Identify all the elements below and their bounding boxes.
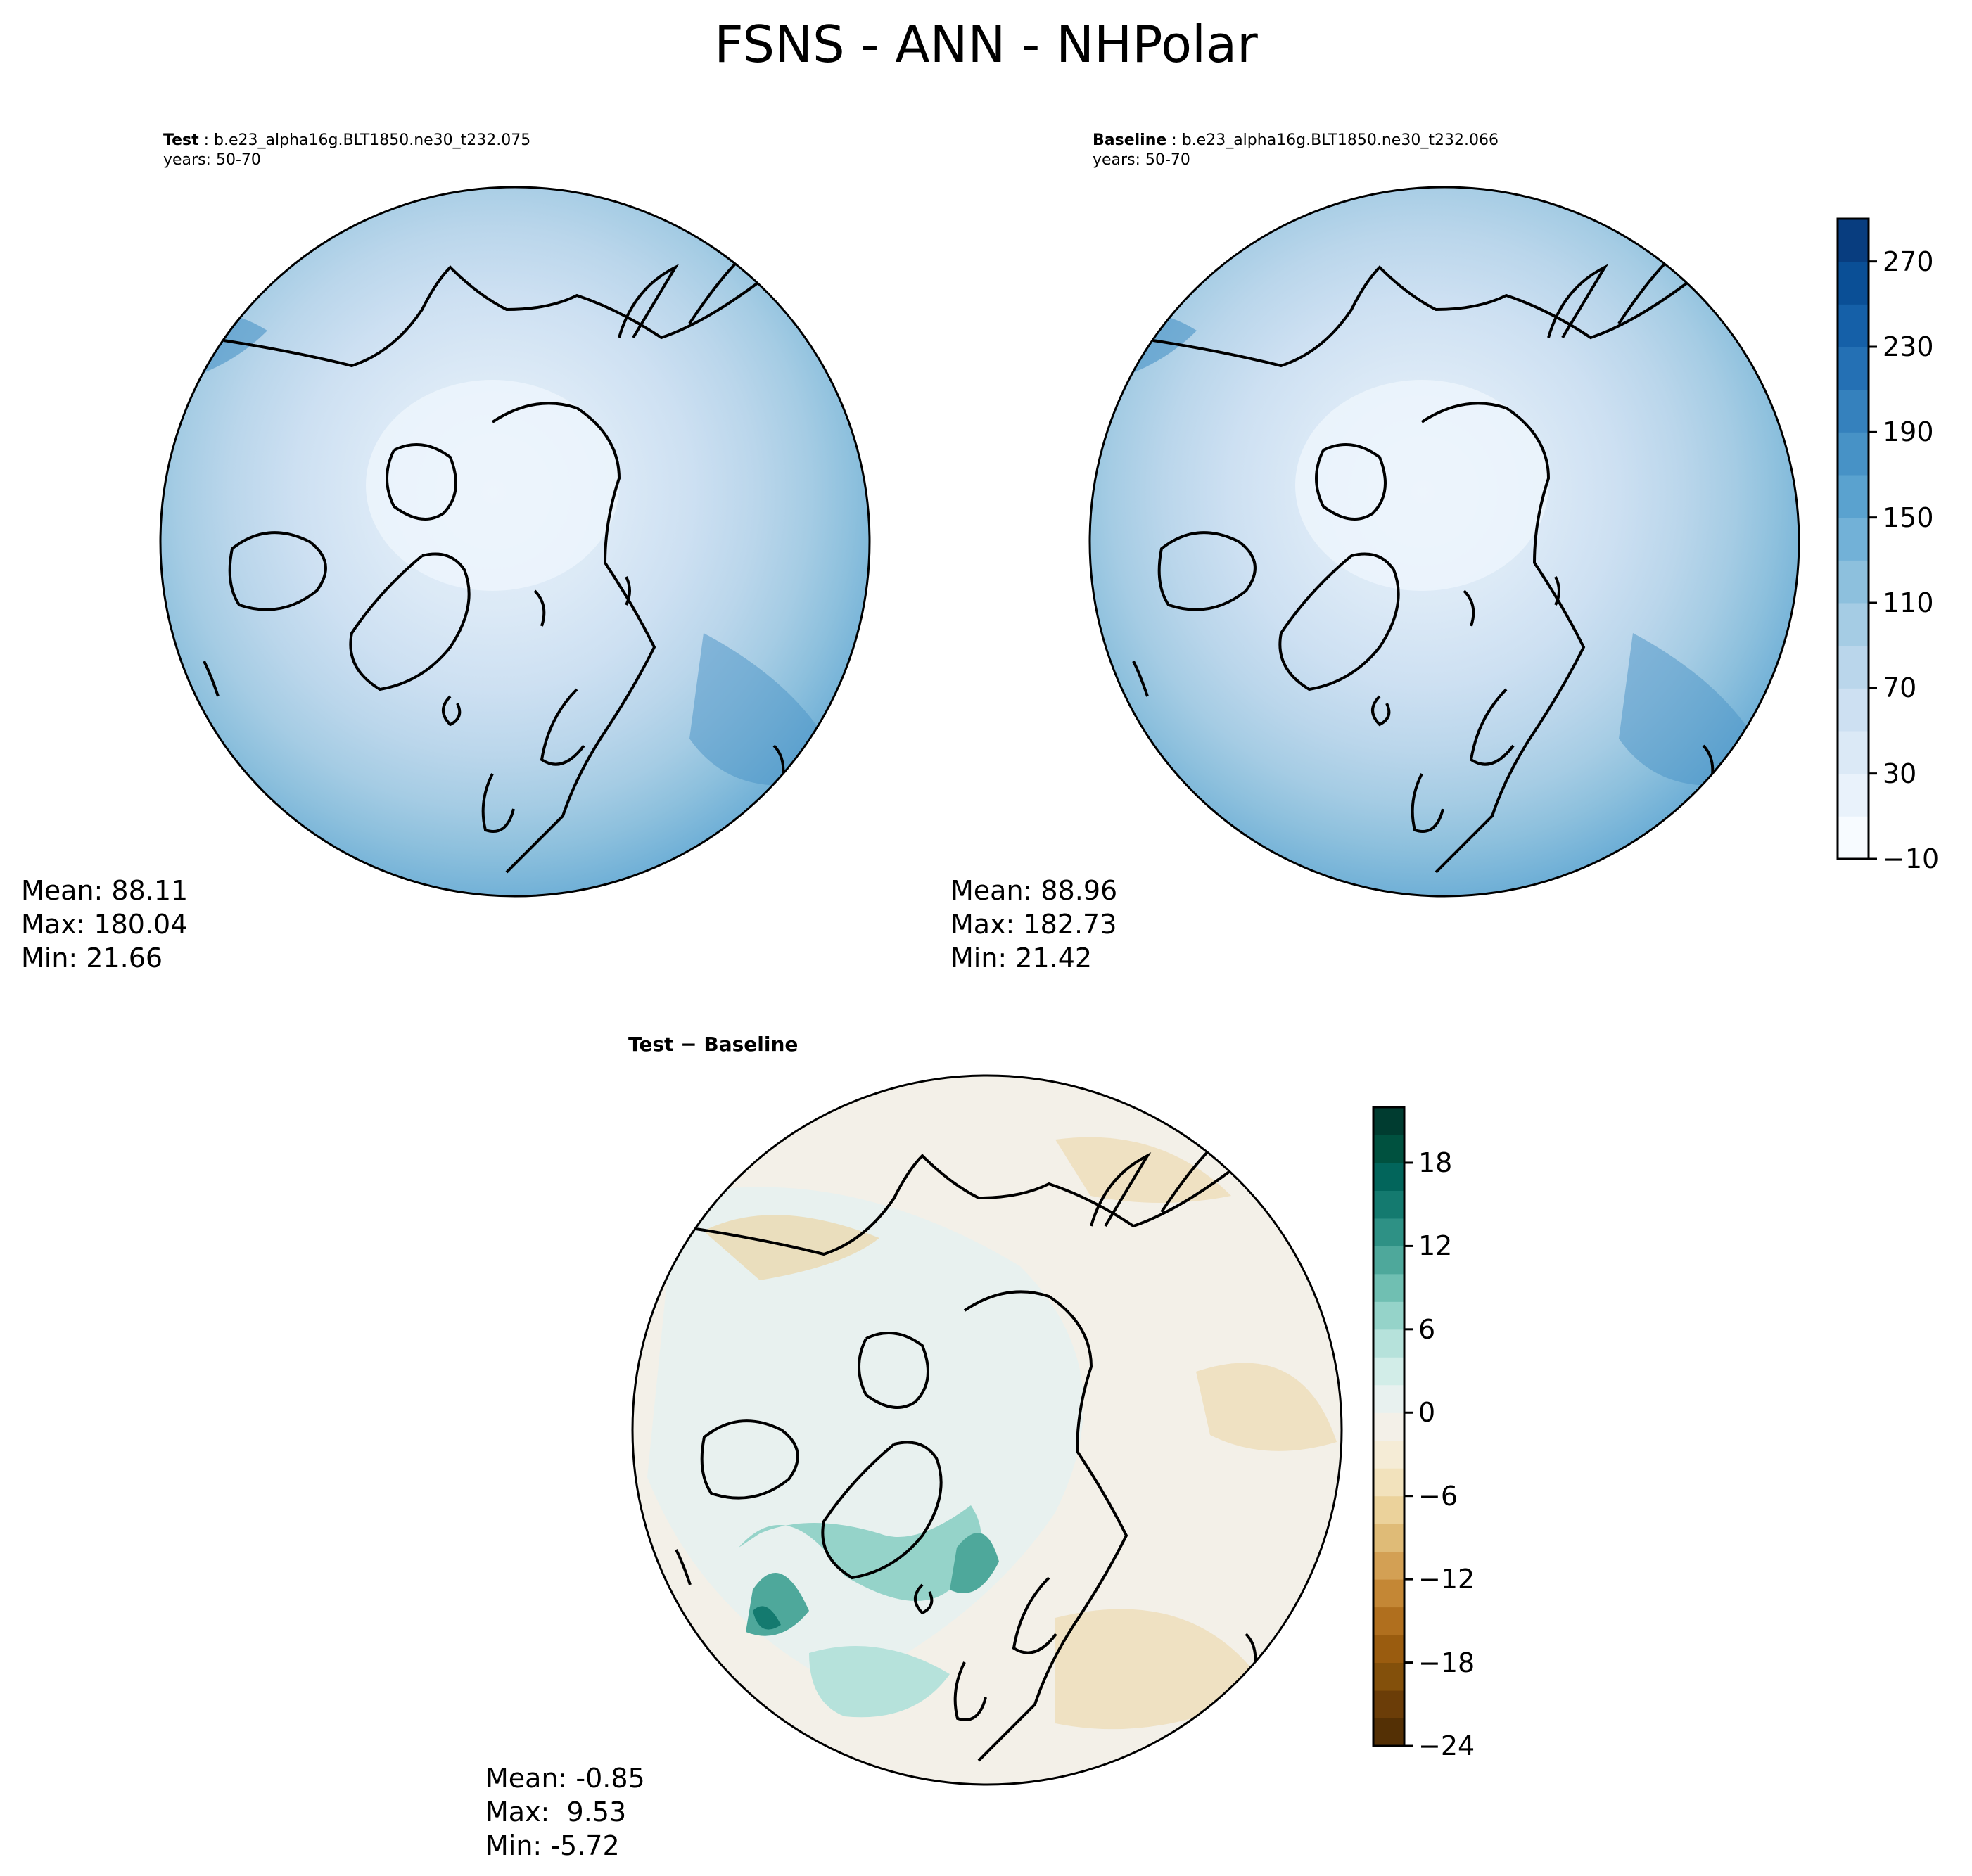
brbg-colorbar-tick-label: 18: [1418, 1147, 1453, 1178]
blues-colorbar: [1836, 217, 1877, 860]
brbg-colorbar-bin: [1373, 1357, 1404, 1386]
diff-coastlines: [675, 1147, 1257, 1762]
baseline-coastlines: [1132, 259, 1715, 874]
baseline-years: years: 50-70: [1093, 151, 1190, 169]
blues-colorbar-tick-label: 30: [1883, 758, 1917, 789]
brbg-colorbar-bin: [1373, 1135, 1404, 1163]
brbg-colorbar-bin: [1373, 1579, 1404, 1608]
blues-colorbar-bin: [1838, 560, 1869, 604]
blues-colorbar-bin: [1838, 304, 1869, 347]
brbg-colorbar-bin: [1373, 1329, 1404, 1358]
blues-colorbar-bins: [1838, 219, 1869, 860]
blues-colorbar-bin: [1838, 261, 1869, 305]
blues-colorbar-tick-label: 190: [1883, 416, 1934, 448]
brbg-colorbar-bin: [1373, 1690, 1404, 1719]
blues-colorbar-bin: [1838, 645, 1869, 689]
diff-stat-mean: Mean: -0.85: [485, 1763, 645, 1794]
blues-colorbar-bin: [1838, 219, 1869, 262]
brbg-colorbar-tick-label: 6: [1418, 1313, 1436, 1345]
test-panel-title: Test : b.e23_alpha16g.BLT1850.ne30_t232.…: [163, 132, 531, 169]
blues-colorbar-bin: [1838, 816, 1869, 860]
blues-colorbar-bin: [1838, 432, 1869, 476]
figure-title: FSNS - ANN - NHPolar: [714, 15, 1258, 74]
test-stats: Mean: 88.11 Max: 180.04 Min: 21.66: [21, 874, 188, 975]
brbg-colorbar-tick-label: 0: [1418, 1397, 1436, 1429]
blues-colorbar-bin: [1838, 731, 1869, 774]
brbg-colorbar-bin: [1373, 1440, 1404, 1469]
brbg-colorbar-bins: [1373, 1107, 1404, 1747]
baseline-map-boundary: [1088, 186, 1800, 898]
baseline-label: Baseline: [1093, 132, 1167, 149]
brbg-colorbar-bin: [1373, 1301, 1404, 1330]
brbg-colorbar-bin: [1373, 1412, 1404, 1441]
baseline-stats: Mean: 88.96 Max: 182.73 Min: 21.42: [950, 874, 1117, 975]
blues-colorbar-bin: [1838, 603, 1869, 646]
baseline-case-name: b.e23_alpha16g.BLT1850.ne30_t232.066: [1181, 132, 1499, 149]
brbg-colorbar-bin: [1373, 1107, 1404, 1135]
brbg-colorbar-tick-label: −6: [1418, 1480, 1458, 1512]
baseline-panel-title: Baseline : b.e23_alpha16g.BLT1850.ne30_t…: [1093, 132, 1499, 169]
brbg-colorbar-tick-label: −24: [1418, 1730, 1475, 1761]
diff-map-panel: [631, 1074, 1343, 1786]
baseline-stat-mean: Mean: 88.96: [950, 875, 1118, 906]
test-coastlines: [203, 259, 785, 874]
brbg-colorbar-tick-label: −18: [1418, 1647, 1475, 1678]
brbg-colorbar-bin: [1373, 1551, 1404, 1580]
test-case-name: b.e23_alpha16g.BLT1850.ne30_t232.075: [214, 132, 531, 149]
blues-colorbar-tick-label: 150: [1883, 502, 1934, 533]
brbg-colorbar: [1372, 1106, 1413, 1747]
brbg-colorbar-bin: [1373, 1246, 1404, 1275]
brbg-colorbar-bin: [1373, 1495, 1404, 1524]
brbg-colorbar-bin: [1373, 1524, 1404, 1552]
blues-colorbar-tick-label: 230: [1883, 331, 1934, 362]
diff-map-boundary: [631, 1074, 1343, 1786]
blues-colorbar-bin: [1838, 475, 1869, 518]
test-years: years: 50-70: [163, 151, 261, 169]
test-map-boundary: [159, 186, 871, 898]
diff-stats: Mean: -0.85 Max: 9.53 Min: -5.72: [485, 1761, 645, 1863]
brbg-colorbar-ticks: [1404, 1161, 1413, 1747]
brbg-colorbar-frame: [1372, 1106, 1406, 1747]
blues-colorbar-tick-label: 110: [1883, 587, 1934, 618]
diff-stat-min: Min: -5.72: [485, 1830, 620, 1861]
baseline-map-panel: [1088, 186, 1800, 898]
blues-colorbar-bin: [1838, 389, 1869, 433]
diff-panel-title: Test − Baseline: [628, 1033, 799, 1056]
blues-colorbar-tick-label: 270: [1883, 245, 1934, 277]
brbg-colorbar-bin: [1373, 1384, 1404, 1413]
test-map-panel: [159, 186, 871, 898]
blues-colorbar-frame: [1836, 217, 1870, 860]
test-stat-min: Min: 21.66: [21, 943, 163, 974]
brbg-colorbar-bin: [1373, 1190, 1404, 1219]
blues-colorbar-bin: [1838, 773, 1869, 817]
blues-colorbar-tick-label: 70: [1883, 672, 1917, 704]
blues-colorbar-bin: [1838, 688, 1869, 732]
brbg-colorbar-bin: [1373, 1273, 1404, 1302]
brbg-colorbar-bin: [1373, 1718, 1404, 1747]
blues-colorbar-ticks: [1869, 260, 1877, 860]
brbg-colorbar-bin: [1373, 1162, 1404, 1191]
brbg-colorbar-bin: [1373, 1635, 1404, 1664]
blues-colorbar-bin: [1838, 517, 1869, 561]
test-stat-mean: Mean: 88.11: [21, 875, 189, 906]
brbg-colorbar-tick-label: 12: [1418, 1230, 1453, 1262]
baseline-stat-max: Max: 182.73: [950, 909, 1117, 940]
blues-colorbar-bin: [1838, 347, 1869, 390]
brbg-colorbar-tick-label: −12: [1418, 1564, 1475, 1595]
brbg-colorbar-bin: [1373, 1662, 1404, 1691]
blues-colorbar-tick-label: −10: [1883, 843, 1940, 874]
baseline-stat-min: Min: 21.42: [950, 943, 1093, 974]
brbg-colorbar-bin: [1373, 1468, 1404, 1497]
test-stat-max: Max: 180.04: [21, 909, 188, 940]
diff-stat-max: Max: 9.53: [485, 1797, 627, 1827]
brbg-colorbar-bin: [1373, 1218, 1404, 1246]
test-label: Test: [163, 132, 199, 149]
brbg-colorbar-bin: [1373, 1607, 1404, 1635]
